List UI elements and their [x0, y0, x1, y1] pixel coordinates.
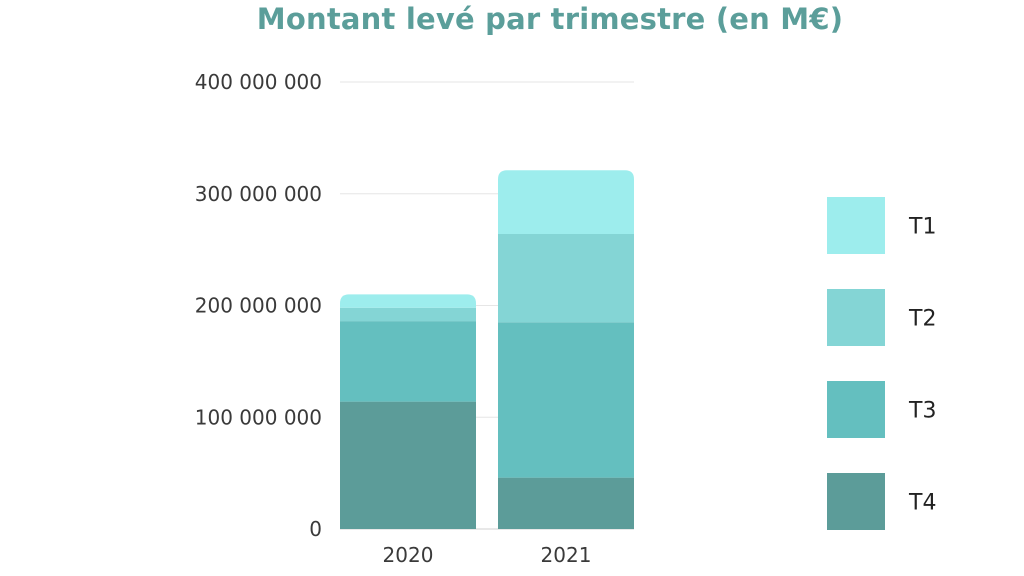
x-tick-label: 2020	[383, 543, 434, 567]
legend-label-t3: T3	[908, 399, 936, 424]
y-tick-label: 0	[309, 517, 322, 541]
x-tick-label: 2021	[541, 543, 592, 567]
legend-swatch-t2	[827, 289, 885, 346]
bar-segment-2021-t4	[498, 477, 634, 529]
chart-title: Montant levé par trimestre (en M€)	[256, 2, 844, 36]
legend: T1 T2 T3 T4	[827, 197, 936, 530]
y-axis-ticks: 0 100 000 000 200 000 000 300 000 000 400 00…	[195, 70, 322, 541]
bar-segment-2021-t2	[498, 233, 634, 323]
bar-segment-2021-t3	[498, 322, 634, 478]
bar-segment-2021-t1	[498, 170, 634, 234]
x-axis-ticks: 2020 2021	[383, 543, 592, 567]
bar-segment-2020-t1	[340, 294, 476, 308]
bar-segment-2020-t4	[340, 401, 476, 529]
legend-label-t4: T4	[908, 491, 936, 516]
bars	[340, 170, 634, 529]
bar-segment-2020-t2	[340, 307, 476, 322]
legend-swatch-t1	[827, 197, 885, 254]
legend-swatch-t4	[827, 473, 885, 530]
legend-swatch-t3	[827, 381, 885, 438]
y-tick-label: 100 000 000	[195, 405, 322, 429]
legend-label-t2: T2	[908, 307, 936, 332]
y-tick-label: 200 000 000	[195, 294, 322, 318]
legend-label-t1: T1	[908, 215, 936, 240]
y-tick-label: 300 000 000	[195, 182, 322, 206]
y-tick-label: 400 000 000	[195, 70, 322, 94]
bar-segment-2020-t3	[340, 321, 476, 402]
